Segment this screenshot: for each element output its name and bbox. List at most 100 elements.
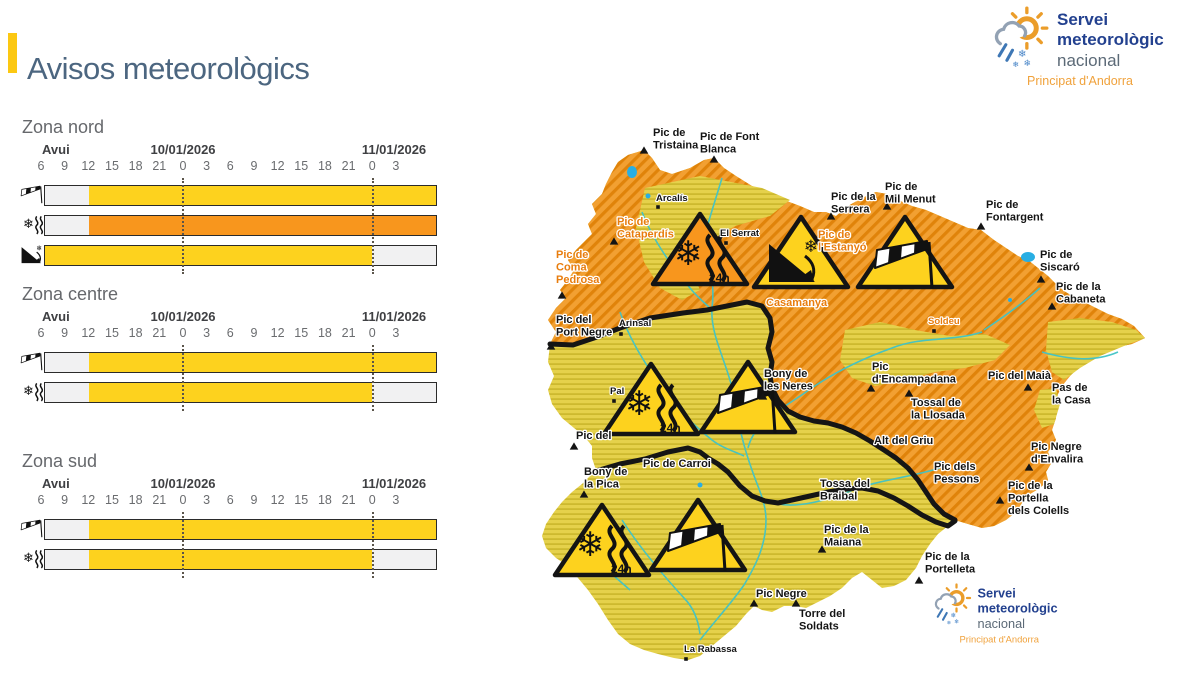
windsock-icon	[20, 519, 44, 539]
tick-label: 18	[128, 493, 143, 507]
zone-title: Zona sud	[22, 451, 98, 471]
day-label: 11/01/2026	[361, 309, 427, 324]
peak-marker-icon	[749, 599, 759, 607]
peak-label: Pic de la Portelleta	[925, 551, 976, 576]
tick-label: 18	[128, 326, 143, 340]
town-marker-icon	[932, 329, 936, 333]
peak-label: Pic del Maià	[988, 370, 1052, 382]
tick-label: 12	[81, 159, 96, 173]
town-label: Soldeu	[928, 316, 960, 327]
logo-line2: meteorològic	[977, 601, 1058, 616]
peak-label: Torre del Soldats	[799, 608, 845, 633]
day-label: 10/01/2026	[150, 142, 216, 157]
peak-label: Pic de Fontargent	[986, 199, 1044, 224]
peak-label: Pic Negre	[756, 588, 807, 600]
tick-label: 0	[368, 326, 376, 340]
weather-logo-icon	[985, 6, 1051, 68]
warning-segment-yellow	[88, 550, 373, 569]
timeline-bar	[44, 245, 437, 266]
tick-label: 0	[179, 159, 187, 173]
warning-segment-none	[45, 550, 89, 569]
tick-label: 18	[317, 326, 332, 340]
midnight-gridline	[372, 345, 374, 411]
zone-title: Zona centre	[22, 284, 119, 304]
day-label: 11/01/2026	[361, 142, 427, 157]
tick-label: 9	[250, 326, 258, 340]
hazard-row-avalanche	[22, 245, 447, 266]
peak-label: Tossal de la Llosada	[911, 397, 966, 422]
timeline-bar	[44, 382, 437, 403]
peak-marker-icon	[709, 155, 719, 163]
peak-marker-icon	[569, 442, 579, 450]
midnight-gridline	[182, 512, 184, 578]
town-marker-icon	[684, 657, 688, 661]
midnight-gridline	[182, 345, 184, 411]
tick-label: 12	[81, 493, 96, 507]
tick-label: 18	[128, 159, 143, 173]
peak-marker-icon	[1036, 275, 1046, 283]
tick-label: 12	[270, 493, 285, 507]
smn-logo: Servei meteorològic nacional Principat d…	[985, 6, 1185, 88]
tick-label: 15	[294, 493, 309, 507]
midnight-gridline	[182, 178, 184, 274]
peak-label: Alt del Griu	[874, 435, 933, 447]
duration-badge: 24h	[611, 562, 632, 576]
day-label: 10/01/2026	[150, 476, 216, 491]
title-accent-bar	[8, 33, 17, 73]
windsock-icon	[20, 352, 44, 372]
tick-label: 9	[250, 159, 258, 173]
tick-label: 9	[61, 493, 69, 507]
timeline-bar	[44, 352, 437, 373]
tick-label: 21	[341, 493, 356, 507]
tick-label: 6	[226, 159, 234, 173]
peak-label: Pic de la Cabaneta	[1056, 281, 1106, 306]
warning-segment-yellow	[45, 246, 373, 265]
peak-label: Pic de Mil Menut	[885, 181, 936, 206]
peak-label: Bony de la Pica	[584, 466, 627, 491]
tick-label: 12	[270, 326, 285, 340]
warning-segment-none	[45, 520, 89, 539]
snow-warning-sign-orange: 24h	[650, 211, 750, 287]
peak-label: Pic de Cataperdís	[617, 216, 674, 241]
town-label: La Rabassa	[684, 644, 738, 655]
peak-marker-icon	[976, 222, 986, 230]
peak-marker-icon	[914, 576, 924, 584]
peak-marker-icon	[557, 291, 567, 299]
tick-label: 21	[152, 493, 167, 507]
zone-boundary-centre-sud	[593, 445, 958, 529]
town-label: Arinsal	[619, 318, 651, 329]
peak-label: Tossa del Braibal	[820, 478, 870, 503]
tick-label: 21	[341, 326, 356, 340]
wind-warning-sign-yellow	[648, 497, 748, 573]
tick-label: 21	[152, 159, 167, 173]
peak-label: Pic de l'Estanyó	[818, 229, 867, 254]
day-label: Avui	[42, 309, 70, 324]
day-label: 11/01/2026	[361, 476, 427, 491]
timeline-bar	[44, 549, 437, 570]
snow-warning-sign-yellow: 24h	[552, 502, 652, 578]
day-label: Avui	[42, 476, 70, 491]
town-label: El Serrat	[720, 228, 760, 239]
tick-label: 9	[250, 493, 258, 507]
page-title: Avisos meteorològics	[27, 50, 310, 86]
peak-marker-icon	[817, 545, 827, 553]
peak-label: Pic de Coma Pedrosa	[556, 249, 600, 286]
peak-label: Pas de la Casa	[1052, 382, 1091, 407]
peak-label: Pic de la Serrera	[831, 191, 877, 216]
tick-label: 0	[179, 493, 187, 507]
warning-segment-none	[45, 383, 89, 402]
tick-label: 6	[226, 326, 234, 340]
peak-marker-icon	[826, 212, 836, 220]
tick-label: 15	[105, 493, 119, 507]
peak-marker-icon	[882, 202, 892, 210]
peak-label: Pic de Carroi	[643, 458, 711, 470]
map-warning-signs: 24h 24h 24h	[552, 211, 955, 578]
weather-logo-icon	[934, 583, 972, 625]
tick-label: 0	[368, 493, 376, 507]
hazard-row-wind	[22, 185, 447, 206]
hazard-row-snow	[22, 382, 447, 403]
town-label: Pal	[610, 386, 624, 397]
peak-label: Pic de Siscaró	[1040, 249, 1080, 274]
